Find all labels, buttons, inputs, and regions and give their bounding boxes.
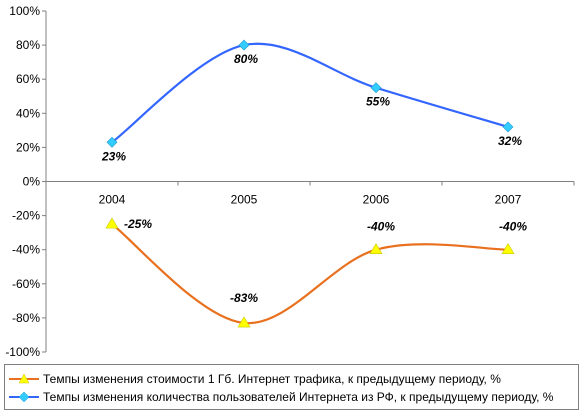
data-point-marker [237, 316, 251, 328]
data-point-marker [238, 39, 250, 51]
data-label: -83% [230, 291, 258, 305]
legend: Темпы изменения стоимости 1 Гб. Интернет… [4, 364, 579, 410]
series-line-0 [111, 223, 509, 325]
x-tick-label: 2004 [99, 193, 126, 207]
data-label: 23% [101, 149, 126, 163]
data-point-marker [105, 217, 119, 229]
y-tick-label: -100% [5, 345, 40, 359]
y-tick-label: -40% [12, 243, 40, 257]
x-tick-label: 2006 [363, 193, 390, 207]
legend-label-traffic-cost: Темпы изменения стоимости 1 Гб. Интернет… [43, 372, 501, 386]
y-tick-label: -60% [12, 277, 40, 291]
data-label: -25% [124, 217, 152, 231]
y-tick-label: 40% [16, 106, 40, 120]
data-label: -40% [367, 220, 395, 234]
y-tick-label: 20% [16, 140, 40, 154]
y-tick-label: 80% [16, 38, 40, 52]
data-point-marker [370, 82, 382, 94]
data-point-marker [369, 243, 383, 254]
y-tick-label: -20% [12, 209, 40, 223]
y-tick-label: 0% [23, 175, 41, 189]
legend-label-internet-users: Темпы изменения количества пользователей… [43, 390, 554, 404]
data-point-marker [502, 121, 514, 133]
y-tick-label: 100% [9, 4, 40, 18]
y-tick-label: -80% [12, 311, 40, 325]
data-label: 32% [498, 134, 522, 148]
legend-swatch-internet-users [9, 391, 39, 403]
data-label: 80% [234, 52, 258, 66]
chart-canvas: 100%80%60%40%20%0%-20%-40%-60%-80%-100% … [5, 4, 575, 359]
legend-swatch-traffic-cost [9, 373, 39, 384]
series-lines [105, 39, 515, 328]
data-point-marker [501, 243, 515, 254]
x-tick-label: 2005 [231, 193, 258, 207]
data-label: 55% [366, 95, 390, 109]
data-label: -40% [499, 220, 527, 234]
x-axis: 2004 2005 2006 2007 [45, 181, 575, 207]
series-line-1 [111, 42, 509, 144]
y-axis: 100% 80% 60% 40% 20% 0% -20% -40% -60% -80% -100% [5, 4, 47, 359]
data-point-marker [106, 136, 118, 148]
legend-item-internet-users: Темпы изменения количества пользователей… [9, 388, 553, 406]
y-tick-label: 60% [16, 72, 40, 86]
data-labels: -25% -83% -40% -40% 23% 80% 55% 32% [101, 52, 527, 305]
x-tick-label: 2007 [495, 193, 522, 207]
legend-item-traffic-cost: Темпы изменения стоимости 1 Гб. Интернет… [9, 370, 501, 388]
